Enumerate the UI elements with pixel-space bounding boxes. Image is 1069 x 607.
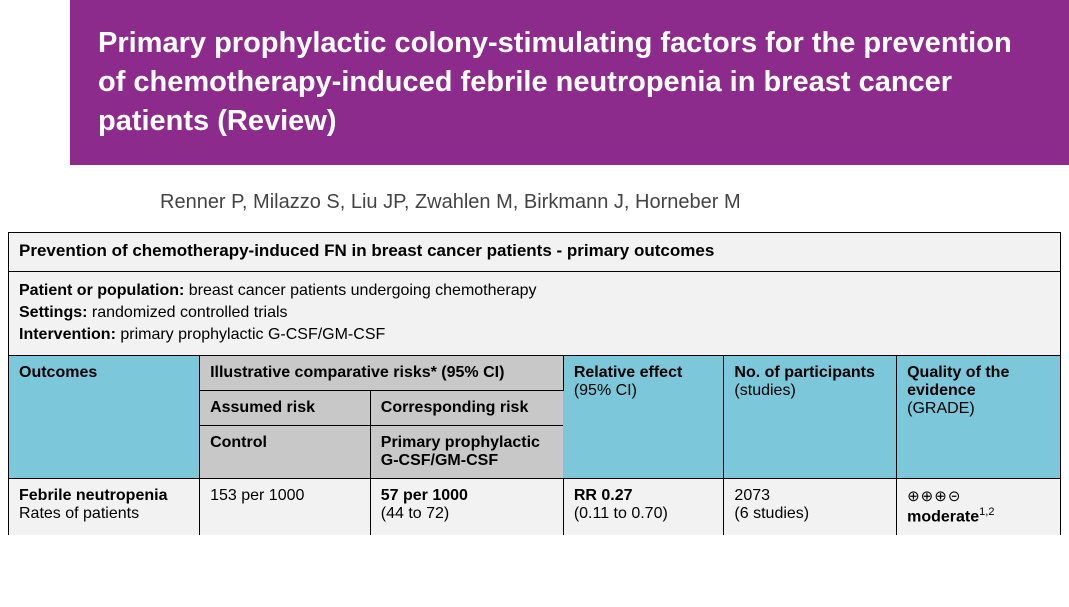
- meta-population-label: Patient or population:: [19, 282, 184, 299]
- meta-settings-value: randomized controlled trials: [87, 304, 287, 321]
- hdr-outcomes: Outcomes: [9, 356, 200, 479]
- hdr-relative: Relative effect (95% CI): [563, 356, 724, 479]
- review-title: Primary prophylactic colony-stimulating …: [98, 24, 1041, 141]
- cell-quality: ⊕⊕⊕⊝ moderate1,2: [897, 479, 1060, 535]
- hdr-quality: Quality of the evidence (GRADE): [897, 356, 1060, 479]
- sof-title: Prevention of chemotherapy-induced FN in…: [9, 233, 1060, 272]
- cell-participants: 2073 (6 studies): [724, 479, 897, 535]
- hdr-illustrative: Illustrative comparative risks* (95% CI): [200, 356, 564, 391]
- sof-meta: Patient or population: breast cancer pat…: [9, 272, 1060, 356]
- meta-population-value: breast cancer patients undergoing chemot…: [184, 282, 536, 299]
- hdr-participants: No. of participants (studies): [724, 356, 897, 479]
- sof-table-container: Prevention of chemotherapy-induced FN in…: [8, 232, 1061, 534]
- hdr-corresponding: Corresponding risk: [370, 391, 563, 426]
- hdr-intervention-col: Primary prophylactic G-CSF/GM-CSF: [370, 426, 563, 479]
- table-row: Febrile neutropenia Rates of patients 15…: [9, 479, 1060, 535]
- cell-outcome: Febrile neutropenia Rates of patients: [9, 479, 200, 535]
- meta-intervention-value: primary prophylactic G-CSF/GM-CSF: [116, 326, 385, 343]
- cell-corresponding-risk: 57 per 1000 (44 to 72): [370, 479, 563, 535]
- title-banner: Primary prophylactic colony-stimulating …: [70, 0, 1069, 165]
- meta-intervention-label: Intervention:: [19, 326, 116, 343]
- meta-settings-label: Settings:: [19, 304, 87, 321]
- sof-table: Outcomes Illustrative comparative risks*…: [9, 356, 1060, 534]
- hdr-control: Control: [200, 426, 371, 479]
- cell-relative-effect: RR 0.27 (0.11 to 0.70): [563, 479, 724, 535]
- cell-assumed-risk: 153 per 1000: [200, 479, 371, 535]
- table-header-row: Outcomes Illustrative comparative risks*…: [9, 356, 1060, 391]
- grade-symbols-icon: ⊕⊕⊕⊝: [907, 488, 961, 505]
- hdr-assumed: Assumed risk: [200, 391, 371, 426]
- authors-line: Renner P, Milazzo S, Liu JP, Zwahlen M, …: [160, 191, 1069, 214]
